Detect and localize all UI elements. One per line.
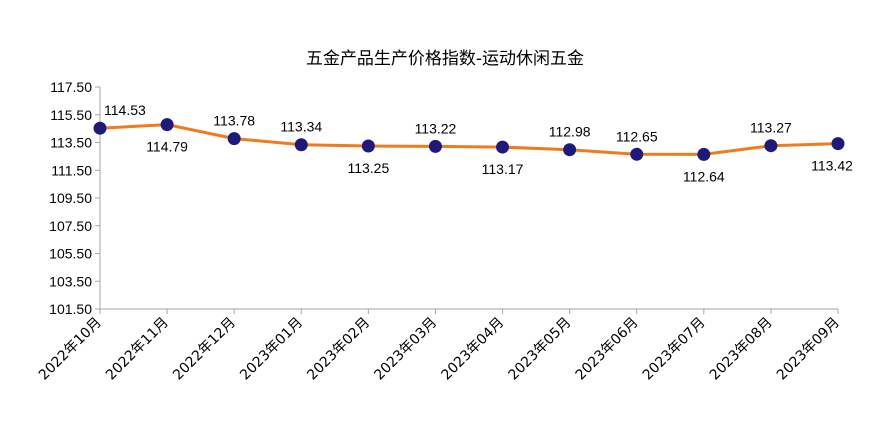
data-point-marker — [227, 132, 241, 146]
data-label: 112.98 — [549, 124, 591, 140]
x-tick-label: 2022年11月 — [103, 315, 172, 384]
x-tick-label: 2023年09月 — [774, 315, 843, 384]
data-label: 113.34 — [280, 119, 322, 135]
x-tick-label: 2023年08月 — [707, 315, 776, 384]
x-tick-label: 2022年10月 — [36, 315, 105, 384]
data-label: 113.22 — [415, 120, 457, 136]
data-point-marker — [93, 121, 107, 135]
data-point-marker — [160, 118, 174, 132]
data-label: 113.17 — [482, 161, 524, 177]
data-point-marker — [294, 138, 308, 152]
x-tick-label: 2023年02月 — [304, 315, 373, 384]
series-layer — [93, 118, 845, 161]
data-label: 113.42 — [811, 158, 853, 174]
data-point-marker — [630, 147, 644, 161]
y-tick-label: 105.50 — [49, 246, 92, 262]
y-tick-label: 103.50 — [49, 273, 92, 289]
data-label: 114.53 — [104, 102, 146, 118]
data-point-marker — [831, 137, 845, 151]
data-point-marker — [697, 147, 711, 161]
data-point-marker — [496, 140, 510, 154]
data-label: 112.64 — [683, 168, 725, 184]
x-tick-label: 2023年01月 — [237, 315, 306, 384]
x-axis: 2022年10月2022年11月2022年12月2023年01月2023年02月… — [36, 308, 843, 384]
data-label-layer: 114.53 114.79 113.78 113.34 113.25 113.22 113.… — [104, 102, 853, 184]
data-label: 113.25 — [347, 160, 389, 176]
data-label: 114.79 — [146, 139, 188, 155]
y-tick-label: 107.50 — [49, 218, 92, 234]
data-point-marker — [361, 139, 375, 153]
chart-title: 五金产品生产价格指数-运动休闲五金 — [306, 49, 584, 69]
data-label: 113.27 — [750, 120, 792, 136]
x-tick-label: 2023年07月 — [640, 315, 709, 384]
y-tick-label: 115.50 — [50, 107, 92, 123]
data-point-marker — [428, 139, 442, 153]
x-tick-label: 2023年05月 — [506, 315, 575, 384]
data-label: 112.65 — [616, 128, 658, 144]
x-tick-label: 2023年04月 — [438, 315, 507, 384]
y-tick-label: 111.50 — [51, 162, 92, 178]
y-axis: 117.50 115.50 113.50 111.50 109.50 107.50 105.… — [49, 79, 101, 317]
y-tick-label: 117.50 — [50, 79, 92, 95]
x-tick-label: 2023年03月 — [371, 315, 440, 384]
y-tick-label: 101.50 — [49, 301, 92, 317]
data-label: 113.78 — [213, 113, 255, 129]
y-tick-label: 113.50 — [50, 135, 92, 151]
data-point-marker — [563, 143, 577, 157]
series-line — [98, 123, 840, 156]
x-tick-label: 2022年12月 — [170, 315, 239, 384]
data-point-marker — [764, 139, 778, 153]
x-tick-label: 2023年06月 — [573, 315, 642, 384]
y-tick-label: 109.50 — [49, 190, 92, 206]
